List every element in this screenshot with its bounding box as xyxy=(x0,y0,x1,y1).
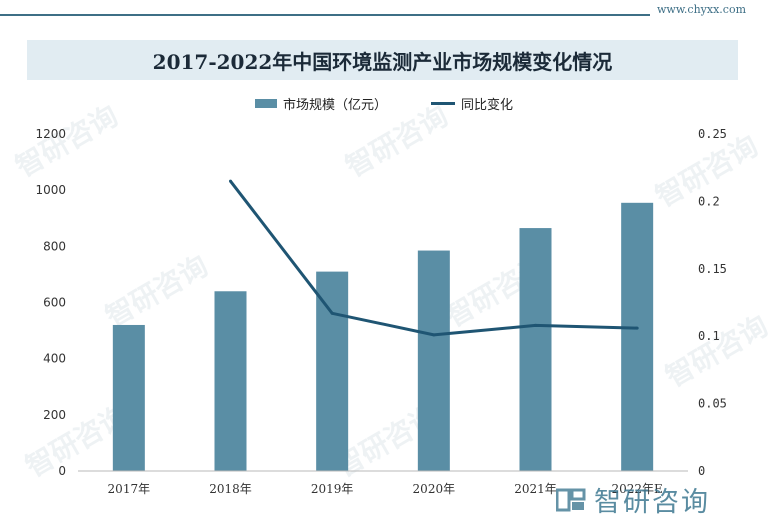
header-rule xyxy=(0,14,650,16)
brand-name: 智研咨询 xyxy=(594,487,710,518)
x-tick-label: 2019年 xyxy=(311,482,354,496)
bar-0 xyxy=(112,324,145,471)
yoy-point-0 xyxy=(229,179,232,183)
x-tick-label: 2021年 xyxy=(514,482,557,496)
y-right-tick-label: 0.1 xyxy=(698,329,720,343)
title-bar: 2017-2022年中国环境监测产业市场规模变化情况 xyxy=(27,40,738,80)
y-left-tick-label: 800 xyxy=(43,239,66,253)
y-left-tick-label: 1200 xyxy=(35,127,66,141)
legend-line-swatch xyxy=(431,102,455,105)
bar-2 xyxy=(316,271,349,471)
x-tick-label: 2020年 xyxy=(413,482,456,496)
bar-3 xyxy=(417,250,450,471)
y-right-tick-label: 0.05 xyxy=(698,397,727,411)
bar-5 xyxy=(621,202,654,471)
x-tick-label: 2018年 xyxy=(209,482,252,496)
yoy-point-4 xyxy=(635,326,639,330)
legend-item-yoy: 同比变化 xyxy=(431,94,513,113)
y-right-tick-label: 0 xyxy=(698,464,705,478)
chart-title: 2017-2022年中国环境监测产业市场规模变化情况 xyxy=(152,49,613,74)
logo-icon xyxy=(556,488,586,511)
legend-label-market-size: 市场规模（亿元） xyxy=(282,98,387,113)
brand-logo: 智研咨询 xyxy=(556,480,710,519)
yoy-point-1 xyxy=(330,311,334,315)
bar-1 xyxy=(214,291,247,471)
y-left-tick-label: 0 xyxy=(58,464,66,478)
y-left-tick-label: 200 xyxy=(43,408,66,422)
y-left-tick-label: 400 xyxy=(43,352,66,366)
bar-4 xyxy=(519,228,552,471)
site-url: www.chyxx.com xyxy=(656,3,746,16)
yoy-point-3 xyxy=(534,323,537,327)
y-right-tick-label: 0.2 xyxy=(698,194,720,208)
legend-item-market-size: 市场规模（亿元） xyxy=(254,94,387,113)
y-left-tick-label: 600 xyxy=(43,296,66,310)
y-right-tick-label: 0.15 xyxy=(698,262,727,276)
x-tick-label: 2022年E xyxy=(612,482,663,496)
chart-legend: 市场规模（亿元） 同比变化 xyxy=(0,94,768,113)
y-left-tick-label: 1000 xyxy=(35,183,66,197)
legend-bar-swatch xyxy=(254,99,277,108)
x-tick-label: 2017年 xyxy=(108,482,151,496)
y-right-tick-label: 0.25 xyxy=(698,127,727,141)
legend-label-yoy: 同比变化 xyxy=(461,98,514,113)
yoy-point-2 xyxy=(432,333,436,337)
